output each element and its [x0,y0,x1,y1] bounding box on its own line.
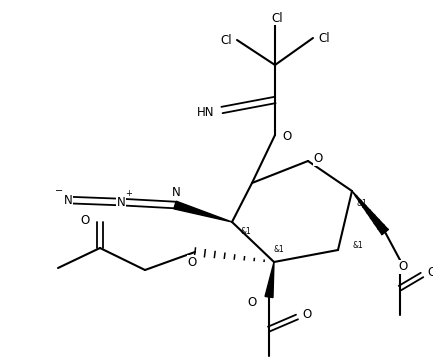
Text: O: O [398,261,407,273]
Text: O: O [187,256,197,269]
Text: Cl: Cl [220,35,232,47]
Text: HN: HN [197,106,214,119]
Text: N: N [116,197,126,210]
Text: &1: &1 [241,228,252,237]
Text: Cl: Cl [318,32,330,46]
Text: Cl: Cl [271,12,283,24]
Polygon shape [352,191,388,234]
Text: O: O [81,214,90,226]
Text: O: O [282,131,291,143]
Text: −: − [55,186,63,196]
Polygon shape [174,201,232,222]
Text: +: + [126,189,132,198]
Text: N: N [171,186,181,199]
Text: O: O [248,296,257,309]
Text: O: O [302,309,312,321]
Polygon shape [265,262,274,297]
Text: &1: &1 [357,199,367,209]
Text: &1: &1 [352,241,363,250]
Text: O: O [313,153,323,166]
Text: O: O [427,266,433,280]
Text: &1: &1 [274,245,284,254]
Text: N: N [64,194,72,207]
